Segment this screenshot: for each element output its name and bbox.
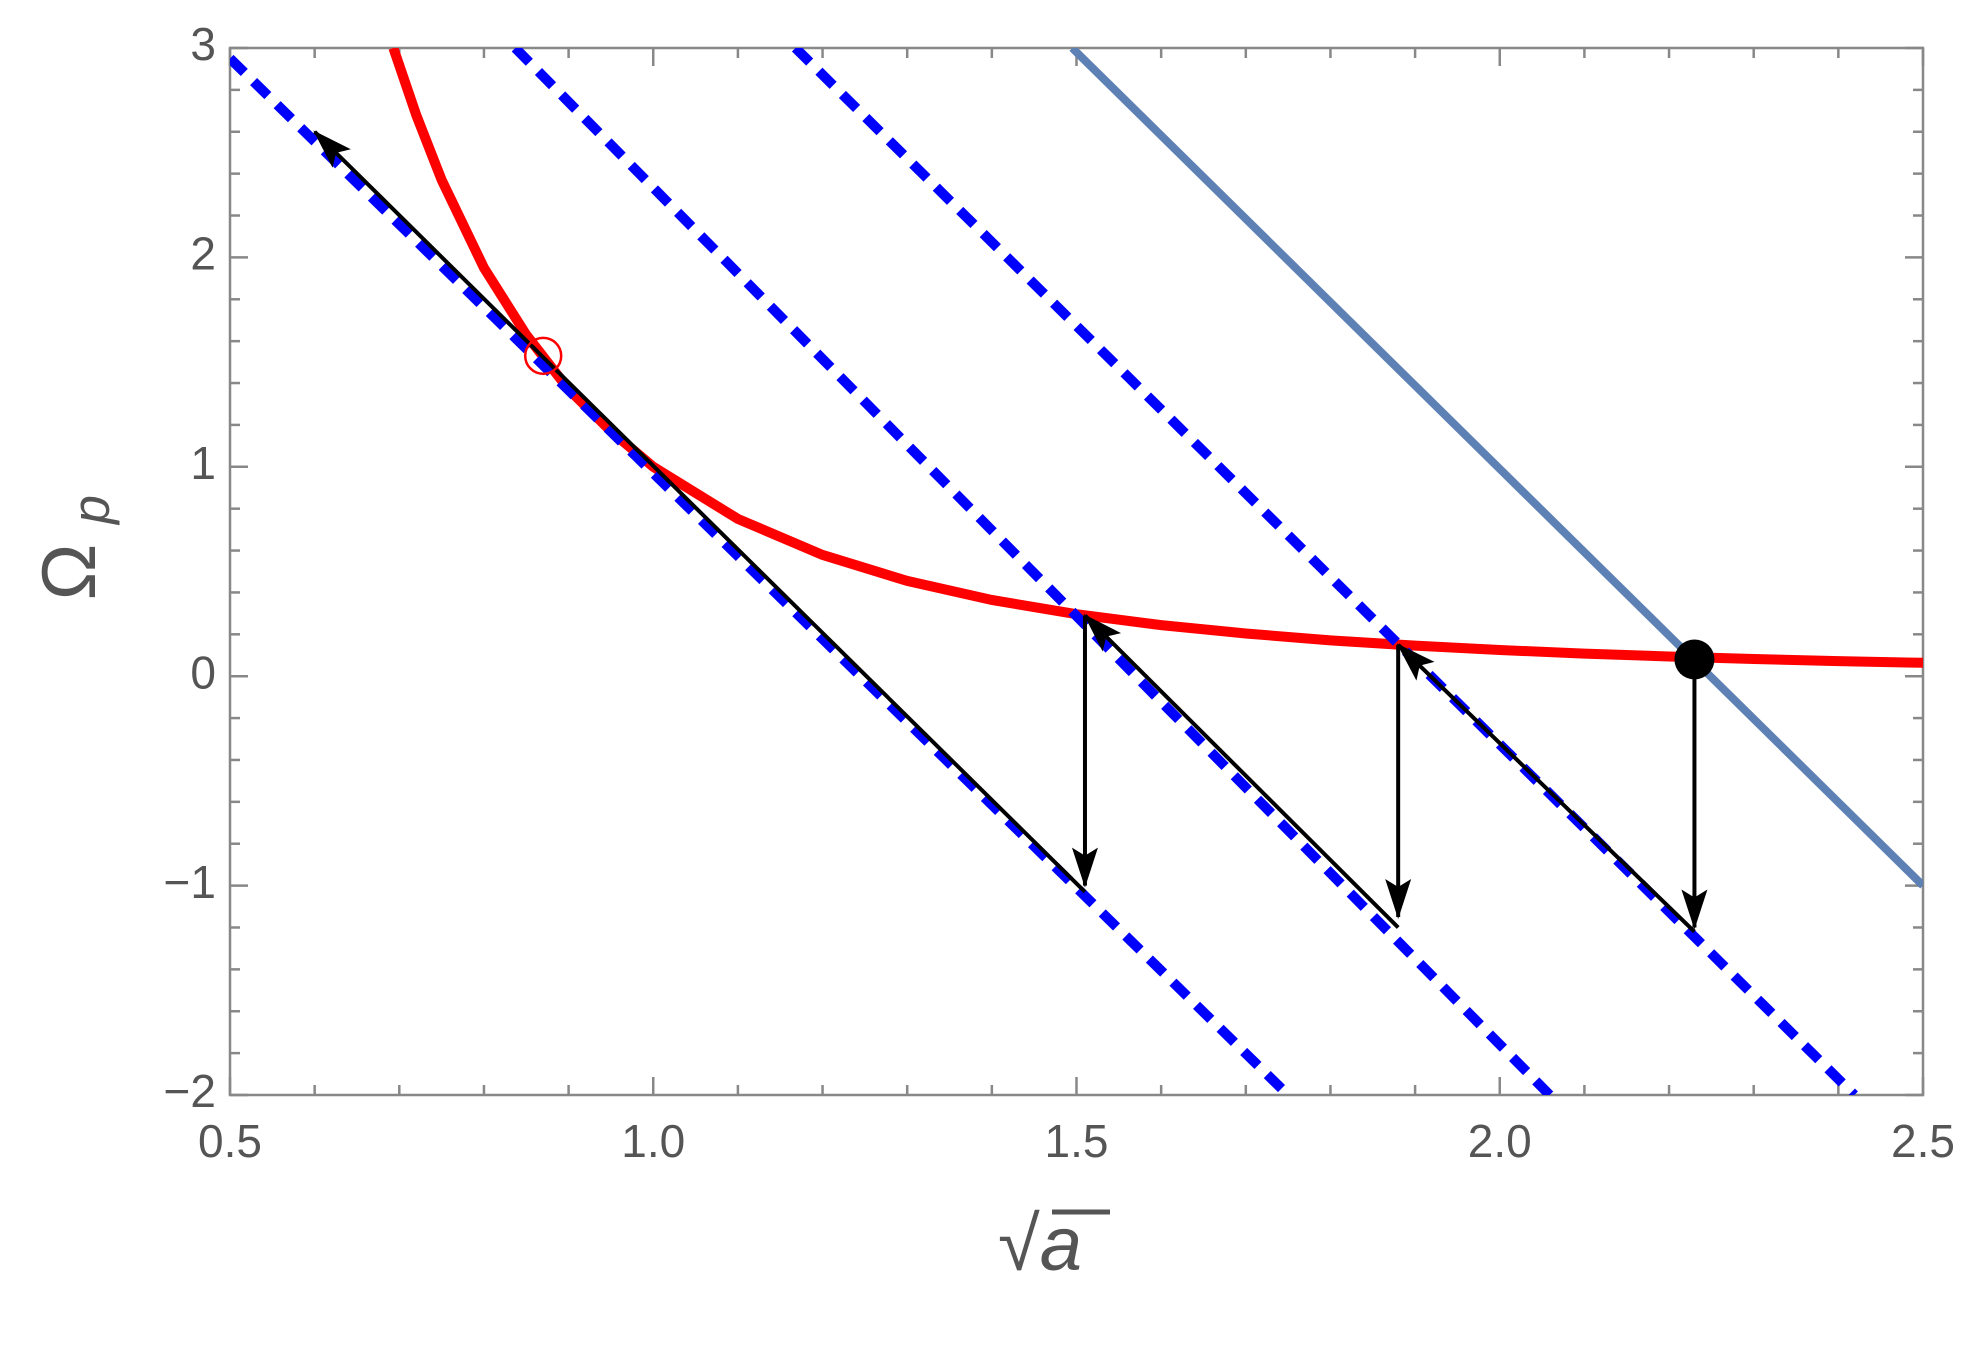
y-tick-label: 3 bbox=[190, 18, 216, 70]
arrow bbox=[1396, 643, 1696, 934]
series-line bbox=[791, 48, 1858, 1095]
y-tick-label: −1 bbox=[164, 856, 216, 908]
series-line bbox=[511, 48, 1554, 1095]
x-tick-label: 0.5 bbox=[198, 1115, 262, 1167]
x-axis-label: √a bbox=[998, 1202, 1082, 1287]
y-tick-label: 1 bbox=[190, 437, 216, 489]
point bbox=[1674, 639, 1715, 680]
series-line bbox=[230, 54, 1292, 1095]
y-label-main: Ω bbox=[27, 544, 112, 601]
y-label-sub: p bbox=[63, 495, 121, 526]
series-line bbox=[1069, 48, 1923, 889]
x-tick-label: 1.5 bbox=[1045, 1115, 1109, 1167]
series-line bbox=[388, 48, 1923, 668]
y-tick-label: 2 bbox=[190, 228, 216, 280]
x-tick-label: 2.5 bbox=[1891, 1115, 1955, 1167]
plot-frame bbox=[228, 46, 1925, 1097]
arrow bbox=[1083, 614, 1400, 929]
arrow bbox=[313, 130, 1087, 894]
x-tick-label: 1.0 bbox=[621, 1115, 685, 1167]
y-axis-label: Ω p bbox=[27, 495, 121, 600]
y-tick-label: −2 bbox=[164, 1065, 216, 1117]
x-tick-label: 2.0 bbox=[1468, 1115, 1532, 1167]
plot-area bbox=[230, 48, 1923, 1095]
point bbox=[523, 336, 563, 376]
y-tick-label: 0 bbox=[190, 646, 216, 698]
